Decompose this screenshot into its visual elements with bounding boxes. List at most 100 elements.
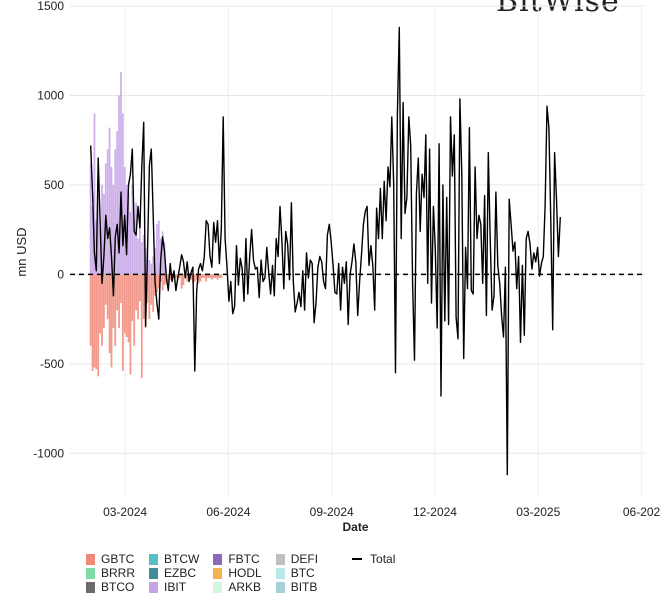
bar-ibit [135, 202, 138, 275]
bar-ibit [118, 95, 120, 275]
legend-item-hodl: HODL [213, 566, 262, 580]
y-axis-title: mn USD [14, 227, 29, 276]
legend-swatch [275, 553, 285, 565]
legend-column: GBTC BRRR BTCO [86, 552, 135, 594]
legend-swatch [275, 581, 285, 593]
legend-item-brrr: BRRR [86, 566, 135, 580]
bar-gbtc [104, 274, 107, 305]
bar-ibit [99, 229, 102, 275]
bar-gbtc [201, 274, 204, 278]
legend-swatch [86, 567, 95, 579]
bar-ibit [148, 260, 151, 275]
bar-gbtc [112, 274, 115, 329]
bar-gbtc [106, 274, 109, 320]
legend-swatch [213, 553, 223, 565]
legend-swatch [149, 581, 159, 593]
legend-label: HODL [228, 566, 262, 580]
bar-ibit [108, 127, 111, 275]
bar-ibit [150, 263, 153, 275]
legend-swatch [213, 581, 223, 593]
bar-gbtc [182, 274, 185, 286]
bar-ibit [133, 220, 136, 275]
bar-gbtc [152, 274, 155, 312]
bar-gbtc [169, 274, 172, 280]
legend-swatch [213, 567, 223, 579]
bar-gbtc [150, 274, 153, 305]
bar-gbtc [97, 274, 100, 377]
bar-ibit [137, 238, 139, 275]
bar-gbtc [108, 274, 111, 354]
legend-label: BTCW [164, 552, 200, 566]
bar-gbtc [214, 274, 217, 278]
bar-ibit [140, 242, 143, 275]
bar-gbtc [174, 274, 177, 278]
legend-label: BTC [290, 566, 315, 580]
bar-ibit [131, 184, 134, 275]
legend-item-ezbc: EZBC [149, 566, 199, 580]
legend-item-arkb: ARKB [213, 580, 261, 594]
legend-item-btcw: BTCW [149, 552, 199, 566]
x-tick-label: 06-202 [623, 505, 661, 519]
bar-ibit [142, 235, 145, 275]
bar-gbtc [210, 274, 213, 280]
legend-swatch [275, 567, 285, 579]
x-tick-label: 06-2024 [206, 505, 250, 519]
bar-ibit [156, 224, 158, 275]
bar-gbtc [197, 274, 200, 284]
legend-label: DEFI [290, 552, 319, 566]
bar-gbtc [114, 274, 117, 346]
bar-gbtc [178, 274, 181, 278]
bar-gbtc [101, 274, 103, 346]
bar-gbtc [212, 274, 215, 278]
legend-label: IBIT [164, 580, 187, 594]
bar-gbtc [218, 274, 221, 278]
bar-gbtc [148, 274, 151, 320]
bar-gbtc [110, 274, 113, 368]
legend-item-ibit: IBIT [149, 580, 199, 594]
bar-gbtc [138, 274, 141, 302]
bar-gbtc [216, 274, 219, 280]
bar-ibit [121, 113, 124, 275]
y-tick-label: -500 [40, 357, 64, 371]
legend-column: Total [352, 552, 395, 594]
legend-item-bitb: BITB [275, 580, 318, 594]
y-tick-label: 500 [44, 178, 64, 192]
bar-gbtc [167, 274, 170, 282]
bar-gbtc [125, 274, 128, 337]
bar-gbtc [180, 274, 183, 289]
bar-gbtc [118, 274, 120, 329]
bar-gbtc [186, 274, 189, 282]
bar-gbtc [163, 274, 166, 286]
bar-gbtc [209, 274, 211, 278]
bar-gbtc [120, 274, 122, 303]
bar-ibit [97, 174, 100, 275]
legend-item-gbtc: GBTC [86, 552, 135, 566]
bar-gbtc [203, 274, 206, 278]
bar-gbtc [205, 274, 208, 282]
y-tick-label: 1000 [37, 88, 64, 102]
bar-ibit [157, 220, 160, 275]
legend-label: BITB [290, 580, 318, 594]
bar-ibit [152, 256, 155, 275]
bar-gbtc [123, 274, 126, 334]
bar-gbtc [103, 274, 105, 329]
legend-label: BTCO [101, 580, 135, 594]
y-tick-label: 1500 [37, 0, 64, 13]
bar-gbtc [142, 274, 145, 320]
bar-ibit [112, 184, 115, 275]
bar-ibit [89, 163, 92, 275]
total-line [90, 26, 561, 476]
watermark-logo: BitWise [496, 0, 620, 19]
bar-gbtc [195, 274, 198, 280]
bar-ibit [114, 149, 117, 275]
legend-label: GBTC [101, 552, 135, 566]
y-tick-label: -1000 [33, 446, 64, 460]
legend-line-swatch [352, 558, 363, 560]
bar-ibit [129, 211, 132, 275]
x-tick-label: 09-2024 [310, 505, 354, 519]
legend-label: BRRR [101, 566, 136, 580]
bar-gbtc [131, 274, 134, 321]
bar-gbtc [135, 274, 138, 311]
bar-gbtc [95, 274, 98, 370]
legend-item-btco: BTCO [86, 580, 135, 594]
